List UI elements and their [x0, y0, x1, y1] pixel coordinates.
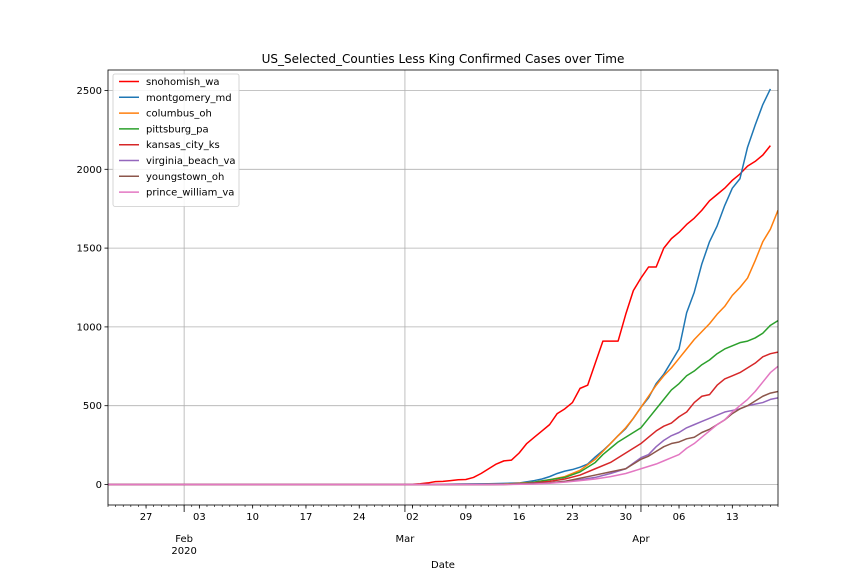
- legend-label: columbus_oh: [146, 109, 212, 120]
- x-tick-label: 09: [459, 512, 472, 523]
- x-tick-label: 16: [513, 512, 526, 523]
- x-tick-label: 23: [566, 512, 579, 523]
- x-tick-label: 03: [193, 512, 206, 523]
- y-axis-ticks: 0 500 1000 1500 2000 2500: [77, 86, 108, 491]
- x-axis-label: Date: [431, 560, 455, 571]
- x-month-label: Mar: [395, 534, 415, 545]
- y-tick-label: 0: [96, 480, 102, 491]
- x-month-label: Feb: [175, 534, 193, 545]
- y-tick-label: 1500: [77, 244, 102, 255]
- legend: snohomish_wa montgomery_md columbus_ohpitt…: [112, 73, 240, 207]
- y-tick-label: 2000: [77, 165, 102, 176]
- x-tick-label: 06: [673, 512, 686, 523]
- series-line-snohomish_wa: [108, 145, 771, 486]
- y-tick-label: 2500: [77, 86, 102, 97]
- legend-label: montgomery_md: [146, 93, 232, 104]
- legend-label: pittsburg_pa: [146, 124, 209, 135]
- legend-label: snohomish_wa: [146, 77, 220, 88]
- x-month-label: Apr: [632, 534, 650, 545]
- legend-label: kansas_city_ks: [146, 140, 220, 151]
- series-line-virginia_beach_va: [108, 397, 778, 486]
- x-tick-label: 13: [726, 512, 739, 523]
- chart-title: US_Selected_Counties Less King Confirmed…: [262, 52, 625, 66]
- x-tick-label: 30: [619, 512, 632, 523]
- series-line-youngstown_oh: [108, 390, 778, 486]
- x-tick-label: 02: [406, 512, 419, 523]
- legend-label: prince_william_va: [146, 188, 234, 199]
- x-tick-label: 24: [353, 512, 366, 523]
- series-line-kansas_city_ks: [108, 351, 778, 486]
- series-line-columbus_oh: [108, 209, 778, 486]
- series-lines: [108, 88, 778, 486]
- legend-box: [112, 73, 240, 207]
- legend-label: youngstown_oh: [146, 172, 224, 183]
- series-line-prince_william_va: [108, 365, 778, 486]
- legend-label: virginia_beach_va: [146, 156, 236, 167]
- series-line-pittsburg_pa: [108, 319, 778, 486]
- x-tick-label: 17: [300, 512, 313, 523]
- y-tick-label: 1000: [77, 322, 102, 333]
- y-tick-label: 500: [83, 401, 102, 412]
- x-year-label: 2020: [171, 546, 196, 557]
- x-tick-label: 10: [246, 512, 259, 523]
- x-tick-label: 27: [140, 512, 153, 523]
